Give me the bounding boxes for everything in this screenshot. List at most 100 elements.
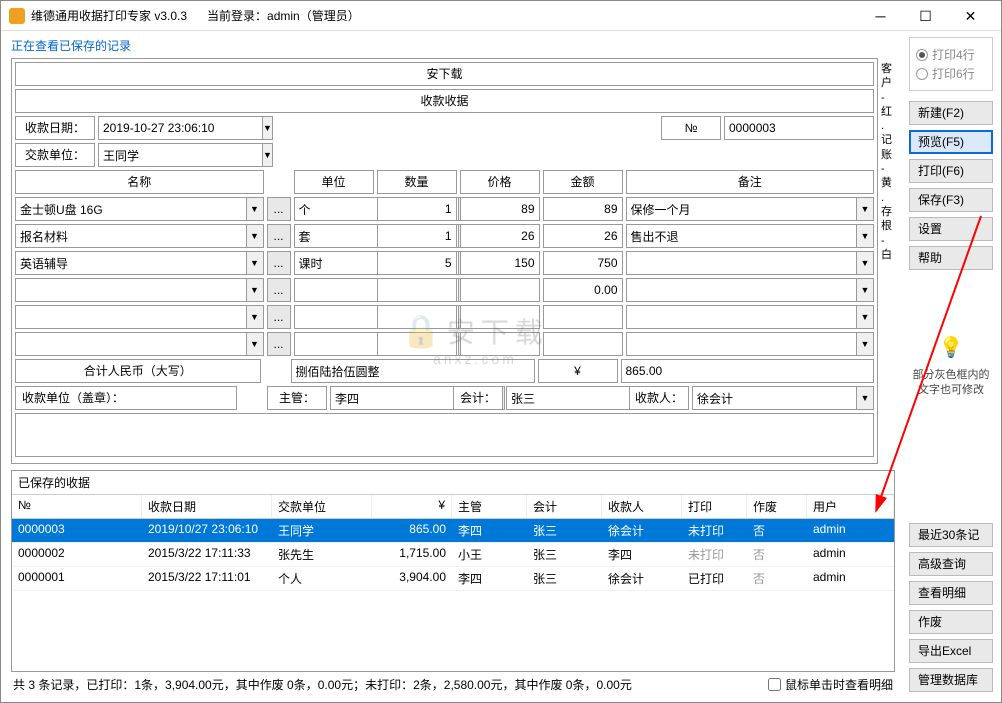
table-row[interactable]: 00000012015/3/22 17:11:01个人3,904.00李四张三徐…	[12, 567, 894, 591]
minimize-button[interactable]: ─	[858, 2, 903, 30]
payer-input[interactable]	[98, 143, 262, 167]
titlebar: 维德通用收据打印专家 v3.0.3 当前登录：admin（管理员） ─ ☐ ✕	[1, 1, 1001, 31]
item-remark[interactable]: ▼	[626, 305, 875, 329]
item-unit[interactable]: ▼	[294, 251, 374, 275]
recent-button[interactable]: 最近30条记 ▾	[909, 523, 993, 547]
item-name[interactable]: ▼	[15, 251, 264, 275]
item-name[interactable]: ▼	[15, 305, 264, 329]
label-payer: 交款单位：	[15, 143, 95, 167]
notes-textarea[interactable]	[15, 413, 874, 457]
export-excel-button[interactable]: 导出Excel	[909, 639, 993, 663]
preview-button[interactable]: 预览(F5)	[909, 130, 993, 154]
app-window: 维德通用收据打印专家 v3.0.3 当前登录：admin（管理员） ─ ☐ ✕ …	[0, 0, 1002, 703]
item-price[interactable]	[460, 332, 540, 356]
item-browse-button[interactable]: ...	[267, 278, 291, 302]
item-browse-button[interactable]: ...	[267, 224, 291, 248]
item-remark[interactable]: ▼	[626, 278, 875, 302]
item-name[interactable]: ▼	[15, 278, 264, 302]
save-button[interactable]: 保存(F3)	[909, 188, 993, 212]
date-field[interactable]: ▼	[98, 116, 258, 140]
item-row: ▼...▼▼	[15, 197, 874, 221]
manage-db-button[interactable]: 管理数据库	[909, 668, 993, 692]
item-remark[interactable]: ▼	[626, 224, 875, 248]
item-browse-button[interactable]: ...	[267, 332, 291, 356]
print-button[interactable]: 打印(F6)	[909, 159, 993, 183]
saved-grid: 已保存的收据 № 收款日期 交款单位 ¥ 主管 会计 收款人 打印 作废 用户 …	[11, 470, 895, 672]
item-qty[interactable]	[377, 305, 457, 329]
help-button[interactable]: 帮助	[909, 246, 993, 270]
item-row: ▼...▼▼	[15, 278, 874, 302]
item-browse-button[interactable]: ...	[267, 305, 291, 329]
grid-title: 已保存的收据	[12, 471, 894, 495]
acc-field[interactable]: ▼	[506, 386, 626, 410]
void-button[interactable]: 作废	[909, 610, 993, 634]
item-unit[interactable]: ▼	[294, 224, 374, 248]
radio-6-rows[interactable]: 打印6行	[916, 65, 986, 82]
item-amount[interactable]	[543, 278, 623, 302]
item-unit[interactable]: ▼	[294, 332, 374, 356]
date-input[interactable]	[98, 116, 262, 140]
item-price[interactable]	[460, 251, 540, 275]
item-qty[interactable]	[377, 251, 457, 275]
item-price[interactable]	[460, 305, 540, 329]
table-row[interactable]: 00000032019/10/27 23:06:10王同学865.00李四张三徐…	[12, 519, 894, 543]
item-price[interactable]	[460, 197, 540, 221]
item-amount[interactable]	[543, 305, 623, 329]
item-amount[interactable]	[543, 332, 623, 356]
maximize-button[interactable]: ☐	[903, 2, 948, 30]
item-browse-button[interactable]: ...	[267, 251, 291, 275]
label-no: №	[661, 116, 721, 140]
bottom-status-bar: 共 3 条记录，已打印：1条，3,904.00元，其中作废 0条，0.00元；未…	[11, 672, 895, 697]
header-1: 安下载	[15, 62, 874, 86]
item-row: ▼...▼▼	[15, 251, 874, 275]
item-name[interactable]: ▼	[15, 224, 264, 248]
table-row[interactable]: 00000022015/3/22 17:11:33张先生1,715.00小王张三…	[12, 543, 894, 567]
item-remark[interactable]: ▼	[626, 332, 875, 356]
radio-4-rows[interactable]: 打印4行	[916, 46, 986, 63]
item-unit[interactable]: ▼	[294, 305, 374, 329]
no-field[interactable]	[724, 116, 874, 140]
new-button[interactable]: 新建(F2)	[909, 101, 993, 125]
app-icon	[9, 8, 25, 24]
item-unit[interactable]: ▼	[294, 197, 374, 221]
header-2: 收款收据	[15, 89, 874, 113]
item-price[interactable]	[460, 278, 540, 302]
item-name[interactable]: ▼	[15, 332, 264, 356]
item-name[interactable]: ▼	[15, 197, 264, 221]
view-on-click-checkbox[interactable]: 鼠标单击时查看明细	[768, 676, 893, 693]
item-qty[interactable]	[377, 332, 457, 356]
item-amount[interactable]	[543, 197, 623, 221]
total-num[interactable]	[621, 359, 875, 383]
item-qty[interactable]	[377, 197, 457, 221]
close-button[interactable]: ✕	[948, 2, 993, 30]
item-remark[interactable]: ▼	[626, 197, 875, 221]
item-browse-button[interactable]: ...	[267, 197, 291, 221]
login-info: 当前登录：admin（管理员）	[207, 7, 360, 24]
item-price[interactable]	[460, 224, 540, 248]
grid-body[interactable]: 00000032019/10/27 23:06:10王同学865.00李四张三徐…	[12, 519, 894, 671]
item-qty[interactable]	[377, 224, 457, 248]
item-qty[interactable]	[377, 278, 457, 302]
mgr-field[interactable]: ▼	[330, 386, 450, 410]
label-total-cn: 合计人民币（大写）	[15, 359, 261, 383]
total-cn-val[interactable]	[291, 359, 535, 383]
col-name: 名称	[15, 170, 264, 194]
payer-dropdown-icon[interactable]: ▼	[262, 143, 273, 167]
label-acc: 会计：	[453, 386, 503, 410]
item-row: ▼...▼▼	[15, 305, 874, 329]
adv-query-button[interactable]: 高级查询	[909, 552, 993, 576]
status-line: 正在查看已保存的记录	[11, 37, 895, 54]
col-qty: 数量	[377, 170, 457, 194]
bottom-status-text: 共 3 条记录，已打印：1条，3,904.00元，其中作废 0条，0.00元；未…	[13, 676, 768, 693]
bulb-icon: 💡	[909, 335, 993, 360]
settings-button[interactable]: 设置	[909, 217, 993, 241]
payer-field[interactable]: ▼	[98, 143, 258, 167]
item-unit[interactable]: ▼	[294, 278, 374, 302]
view-detail-button[interactable]: 查看明细	[909, 581, 993, 605]
recv-field[interactable]: ▼	[692, 386, 874, 410]
grid-header: № 收款日期 交款单位 ¥ 主管 会计 收款人 打印 作废 用户	[12, 495, 894, 519]
item-remark[interactable]: ▼	[626, 251, 875, 275]
item-amount[interactable]	[543, 224, 623, 248]
side-vertical-text: 客户 - 红 . 记账 - 黄 . 存根 - 白	[881, 58, 895, 464]
item-amount[interactable]	[543, 251, 623, 275]
